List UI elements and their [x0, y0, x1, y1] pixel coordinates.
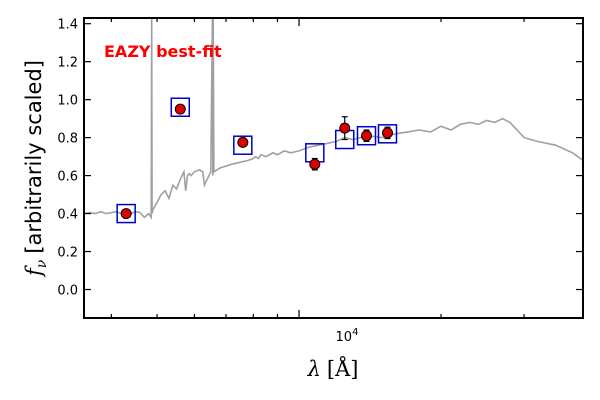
model-photometry-box [116, 203, 136, 224]
observed-photometry-point [120, 208, 132, 220]
observed-photometry-point [309, 158, 321, 170]
y-tick-label: 1.4 [57, 18, 78, 33]
x-axis-ticks [110, 18, 584, 318]
y-tick-label: 0.6 [57, 170, 78, 185]
template-spectrum-group [83, 17, 584, 221]
model-photometry-box [356, 125, 377, 146]
observed-photometry-point [381, 127, 393, 139]
y-tick-label: 0.8 [57, 132, 78, 147]
plot-frame [83, 17, 584, 319]
y-tick-label: 1.2 [57, 56, 78, 71]
x-axis-title: λ [Å] [307, 356, 359, 381]
observed-photometry-point [360, 130, 372, 142]
y-tick-label: 0.2 [57, 246, 78, 261]
photometry-group [116, 97, 398, 224]
model-photometry-box [170, 97, 191, 117]
y-tick-label: 1.0 [57, 94, 78, 109]
y-axis-title: fν[arbitrarily scaled] [22, 60, 50, 278]
y-tick-label: 0.4 [57, 208, 78, 223]
y-axis-ticks: 0.0 0.2 0.4 0.6 0.8 1.0 1.2 1.4 [57, 18, 583, 299]
observed-photometry-point [174, 103, 186, 115]
template-spectrum-line [83, 17, 584, 221]
observed-photometry-point [339, 122, 351, 134]
model-photometry-box [377, 124, 398, 144]
annotation-eazy: EAZY best-fit [104, 42, 222, 61]
observed-photometry-point [237, 136, 249, 148]
y-tick-label: 0.0 [57, 284, 78, 299]
x-tick-label-1e4: 104 [336, 327, 359, 345]
model-photometry-box [233, 135, 253, 155]
